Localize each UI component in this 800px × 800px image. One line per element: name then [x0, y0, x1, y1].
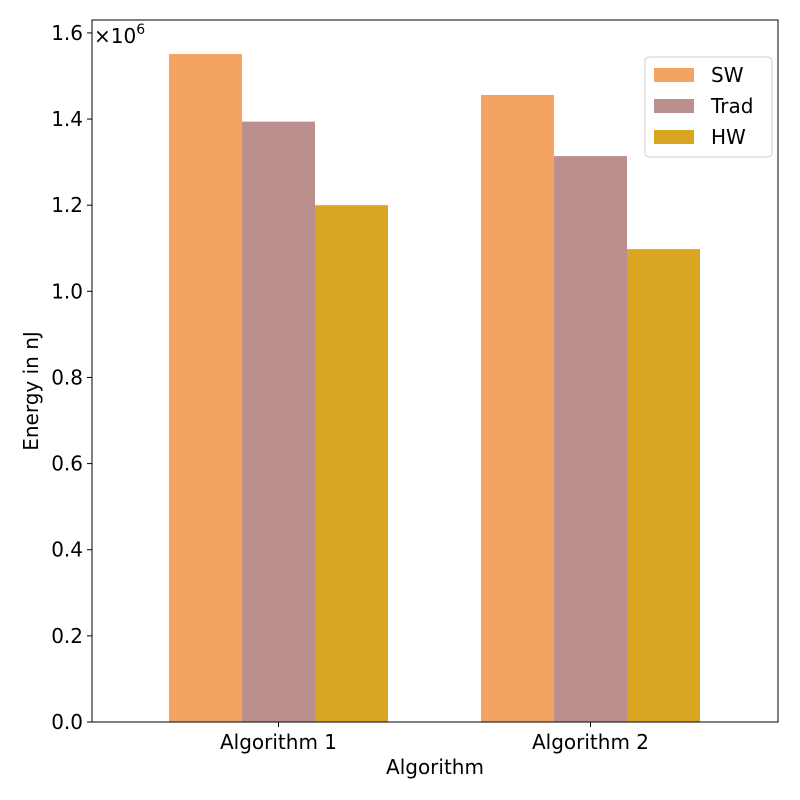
x-axis: Algorithm 1 Algorithm 2: [220, 722, 649, 754]
y-tick-label: 0.2: [51, 624, 83, 648]
bar-sw-2: [481, 94, 554, 722]
y-tick-label: 0.8: [51, 365, 83, 389]
legend-label-hw: HW: [711, 125, 746, 149]
plot-frame: [91, 19, 779, 723]
bar-sw-1: [169, 54, 242, 722]
bars-group: [169, 54, 700, 722]
legend: SW Trad HW: [644, 56, 773, 158]
y-tick-label: 0.0: [51, 710, 83, 734]
y-axis-label: Energy in nJ: [19, 331, 43, 451]
y-tick-label: 0.4: [51, 538, 83, 562]
y-tick-label: 1.6: [51, 21, 83, 45]
bar-trad-1: [242, 121, 315, 722]
y-tick-label: 1.4: [51, 107, 83, 131]
y-axis-multiplier: ×106: [94, 22, 145, 48]
y-multiplier-base: ×10: [94, 24, 136, 48]
legend-label-sw: SW: [711, 63, 744, 87]
legend-label-trad: Trad: [710, 94, 753, 118]
y-axis: 0.0 0.2 0.4 0.6 0.8 1.0 1.2 1.4 1.6: [51, 21, 92, 734]
y-tick-label: 1.0: [51, 279, 83, 303]
legend-swatch-trad: [654, 99, 694, 113]
bar-hw-1: [315, 205, 388, 722]
legend-swatch-hw: [654, 130, 694, 144]
x-tick-label: Algorithm 2: [532, 730, 649, 754]
bar-trad-2: [554, 156, 627, 722]
y-tick-label: 1.2: [51, 193, 83, 217]
legend-swatch-sw: [654, 68, 694, 82]
x-axis-label: Algorithm: [386, 755, 484, 779]
y-multiplier-exponent: 6: [136, 22, 145, 38]
y-tick-label: 0.6: [51, 452, 83, 476]
bar-hw-2: [627, 249, 700, 722]
x-tick-label: Algorithm 1: [220, 730, 337, 754]
